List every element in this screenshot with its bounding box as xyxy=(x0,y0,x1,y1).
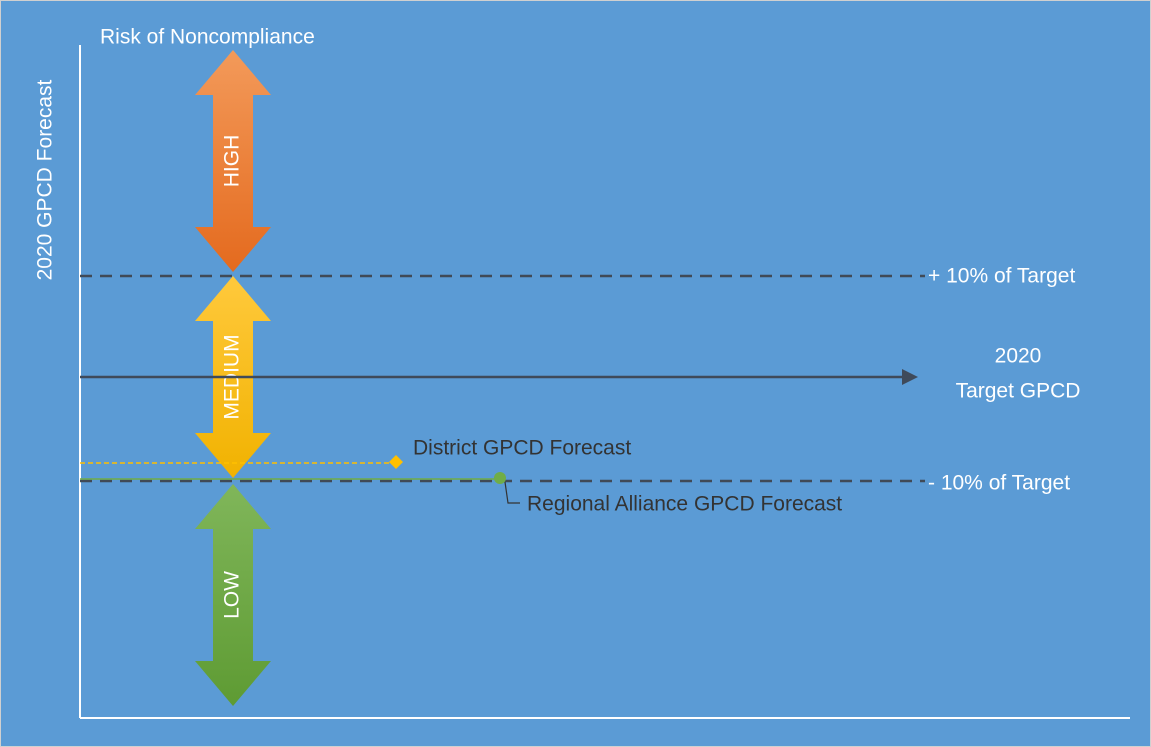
zone-label: LOW xyxy=(221,571,244,619)
regional-label: Regional Alliance GPCD Forecast xyxy=(527,493,842,516)
title: Risk of Noncompliance xyxy=(100,26,315,49)
regional-marker xyxy=(494,472,506,484)
y-axis-label: 2020 GPCD Forecast xyxy=(34,79,57,280)
target-label: 2020 xyxy=(995,345,1042,368)
upper-line-label: + 10% of Target xyxy=(928,265,1075,288)
target-label: Target GPCD xyxy=(956,380,1081,403)
zone-arrow xyxy=(195,484,271,706)
regional-callout xyxy=(504,481,520,504)
zone-label: HIGH xyxy=(221,135,244,188)
target-arrowhead xyxy=(902,369,918,385)
lower-line-label: - 10% of Target xyxy=(928,472,1070,495)
district-label: District GPCD Forecast xyxy=(413,437,631,460)
district-marker xyxy=(389,455,403,469)
zone-arrow xyxy=(195,50,271,272)
